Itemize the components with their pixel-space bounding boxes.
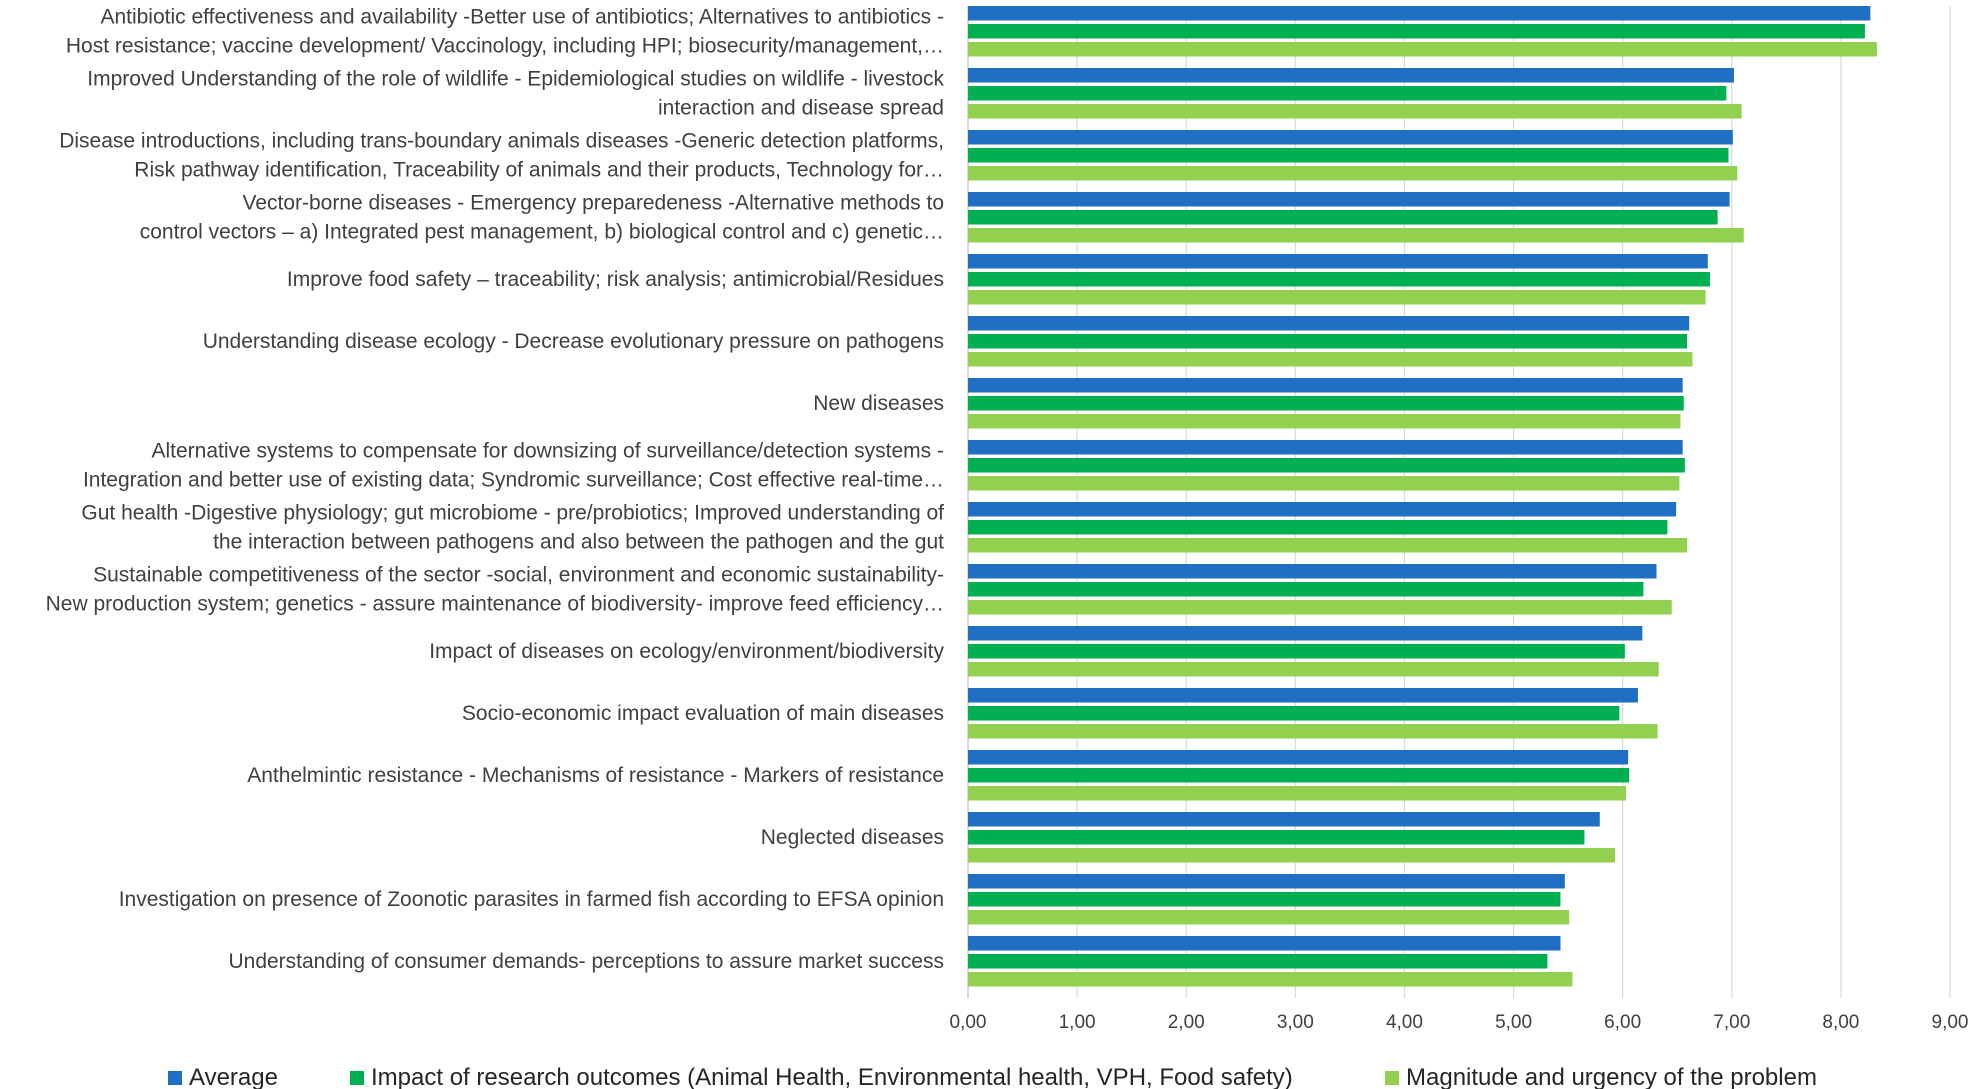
bars-group: [968, 6, 1877, 987]
x-tick-label: 7,00: [1713, 1012, 1750, 1033]
category-label: Understanding disease ecology - Decrease…: [203, 330, 944, 353]
legend-label: Magnitude and urgency of the problem: [1406, 1064, 1817, 1089]
bar-magnitude: [968, 104, 1742, 119]
category-label: the interaction between pathogens and al…: [213, 531, 944, 554]
legend-swatch: [350, 1071, 364, 1085]
x-tick-label: 5,00: [1495, 1012, 1532, 1033]
bar-magnitude: [968, 910, 1570, 925]
bar-average: [968, 254, 1708, 269]
bar-average: [968, 378, 1683, 393]
bar-magnitude: [968, 786, 1626, 801]
bar-magnitude: [968, 538, 1688, 553]
x-tick-label: 9,00: [1932, 1012, 1969, 1033]
x-tick-label: 4,00: [1386, 1012, 1423, 1033]
category-label: Host resistance; vaccine development/ Va…: [66, 35, 944, 58]
bar-magnitude: [968, 848, 1616, 863]
bar-impact: [968, 86, 1727, 101]
bar-magnitude: [968, 662, 1659, 677]
category-label: Integration and better use of existing d…: [83, 469, 944, 492]
bar-impact: [968, 644, 1625, 659]
bar-average: [968, 688, 1638, 703]
bar-magnitude: [968, 724, 1658, 739]
category-label: Vector-borne diseases - Emergency prepar…: [242, 192, 944, 215]
x-tick-label: 6,00: [1604, 1012, 1641, 1033]
category-label: Risk pathway identification, Traceabilit…: [134, 159, 944, 182]
category-label: interaction and disease spread: [658, 97, 944, 120]
bar-average: [968, 750, 1629, 765]
category-label: Socio-economic impact evaluation of main…: [462, 702, 944, 725]
bar-impact: [968, 334, 1688, 349]
legend-swatch: [168, 1071, 182, 1085]
bar-average: [968, 626, 1643, 641]
legend-label: Impact of research outcomes (Animal Heal…: [371, 1064, 1293, 1089]
bar-impact: [968, 954, 1548, 969]
category-label: New production system; genetics - assure…: [46, 593, 944, 616]
bar-average: [968, 874, 1565, 889]
bar-magnitude: [968, 414, 1681, 429]
bar-impact: [968, 520, 1668, 535]
bar-magnitude: [968, 352, 1693, 367]
x-tick-label: 1,00: [1059, 1012, 1096, 1033]
bar-magnitude: [968, 290, 1706, 305]
x-tick-label: 3,00: [1277, 1012, 1314, 1033]
bar-impact: [968, 148, 1729, 163]
bar-impact: [968, 396, 1684, 411]
bar-impact: [968, 706, 1620, 721]
x-tick-label: 0,00: [950, 1012, 987, 1033]
bar-magnitude: [968, 166, 1738, 181]
x-tick-label: 8,00: [1822, 1012, 1859, 1033]
bar-average: [968, 502, 1677, 517]
bar-average: [968, 936, 1561, 951]
bar-average: [968, 192, 1730, 207]
bar-magnitude: [968, 228, 1744, 243]
bar-impact: [968, 272, 1710, 287]
category-label: control vectors – a) Integrated pest man…: [140, 221, 944, 244]
value-axis: 0,00 1,00 2,00 3,00 4,00 5,00 6,00 7,00 8,00 9,00: [950, 1012, 1969, 1033]
category-label: Improved Understanding of the role of wi…: [87, 68, 944, 91]
bar-average: [968, 130, 1733, 145]
bar-impact: [968, 582, 1644, 597]
category-label: Alternative systems to compensate for do…: [151, 440, 944, 463]
category-label: Anthelmintic resistance - Mechanisms of …: [247, 764, 944, 787]
category-label: Neglected diseases: [761, 826, 944, 849]
bar-impact: [968, 768, 1630, 783]
bar-magnitude: [968, 476, 1680, 491]
category-label: Impact of diseases on ecology/environmen…: [429, 640, 944, 663]
bar-impact: [968, 210, 1718, 225]
bar-average: [968, 564, 1657, 579]
category-label: Understanding of consumer demands- perce…: [228, 950, 944, 973]
category-label: Sustainable competitiveness of the secto…: [93, 564, 944, 587]
category-label: Improve food safety – traceability; risk…: [287, 268, 944, 291]
bar-impact: [968, 24, 1865, 39]
bar-average: [968, 812, 1600, 827]
category-label: Disease introductions, including trans-b…: [59, 130, 944, 153]
category-label: Gut health -Digestive physiology; gut mi…: [81, 502, 944, 525]
legend-label: Average: [189, 1064, 278, 1089]
category-label: Antibiotic effectiveness and availabilit…: [100, 6, 944, 29]
category-labels: Antibiotic effectiveness and availabilit…: [46, 6, 945, 974]
category-label: New diseases: [813, 392, 944, 415]
bar-average: [968, 316, 1690, 331]
legend: Average Impact of research outcomes (Anim…: [168, 1064, 1817, 1089]
bar-average: [968, 440, 1683, 455]
category-label: Investigation on presence of Zoonotic pa…: [119, 888, 944, 911]
bar-average: [968, 6, 1871, 21]
bar-average: [968, 68, 1734, 83]
bar-magnitude: [968, 42, 1877, 57]
bar-impact: [968, 892, 1561, 907]
bar-magnitude: [968, 600, 1672, 615]
bar-impact: [968, 458, 1685, 473]
bar-impact: [968, 830, 1585, 845]
x-tick-label: 2,00: [1168, 1012, 1205, 1033]
legend-swatch: [1385, 1071, 1399, 1085]
bar-magnitude: [968, 972, 1573, 987]
